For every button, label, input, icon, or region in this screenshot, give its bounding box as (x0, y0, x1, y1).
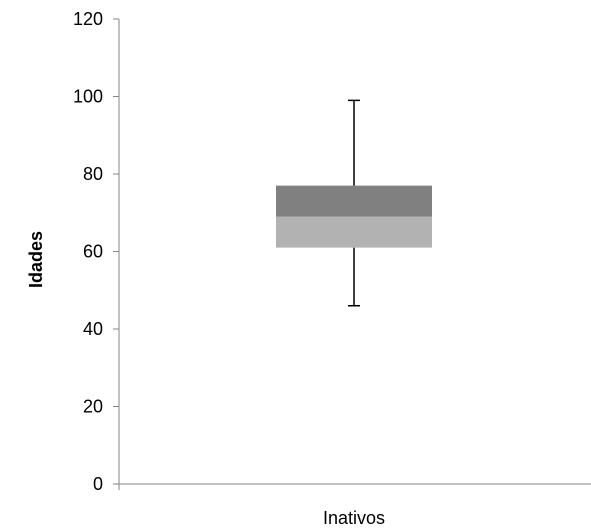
y-tick-label: 60 (83, 242, 103, 262)
x-axis-category-labels: Inativos (323, 508, 385, 528)
y-tick-label: 20 (83, 397, 103, 417)
y-tick-label: 0 (93, 474, 103, 494)
box-lower-quartile (276, 216, 432, 248)
y-tick-label: 40 (83, 319, 103, 339)
y-tick-label: 100 (73, 87, 103, 107)
y-tick-label: 120 (73, 9, 103, 29)
box-upper-quartile (276, 185, 432, 217)
x-category-label: Inativos (323, 508, 385, 528)
y-tick-label: 80 (83, 164, 103, 184)
y-axis-title: Idades (26, 231, 46, 288)
box-plot-marks (276, 99, 432, 307)
y-axis-ticks: 0 20 40 60 80 100 120 (73, 9, 120, 494)
